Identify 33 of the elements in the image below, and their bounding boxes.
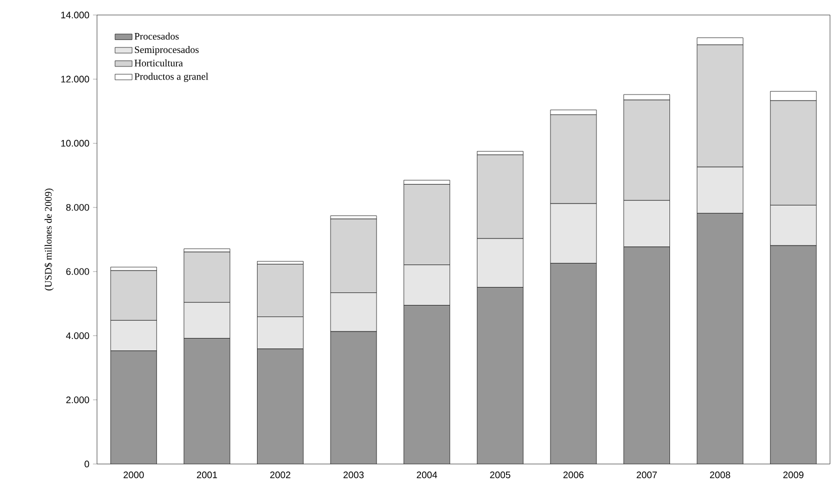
x-tick-label: 2009 bbox=[783, 472, 804, 478]
y-tick-label: 4.000 bbox=[66, 332, 90, 340]
x-tick-label: 2003 bbox=[343, 472, 364, 478]
x-tick-label: 2006 bbox=[563, 472, 584, 478]
bar bbox=[624, 246, 670, 464]
bar bbox=[476, 287, 524, 464]
legend-label: Procesados bbox=[134, 32, 179, 40]
bar bbox=[257, 348, 304, 464]
legend-label: Horticultura bbox=[134, 59, 183, 66]
y-tick-label: 0 bbox=[84, 460, 90, 468]
bar bbox=[184, 338, 230, 464]
y-tick-label: 10.000 bbox=[61, 140, 90, 147]
x-tick-label: 2001 bbox=[196, 472, 218, 478]
y-axis-title: (USD$ millones de 2009) bbox=[44, 188, 54, 290]
x-tick-label: 2005 bbox=[490, 472, 510, 478]
legend-label: Productos a granel bbox=[134, 72, 208, 82]
x-tick-label: 2004 bbox=[416, 472, 438, 478]
y-tick-label: 6.000 bbox=[66, 268, 90, 275]
x-tick-label: 2007 bbox=[636, 472, 657, 478]
y-tick-label: 14.000 bbox=[61, 12, 90, 18]
y-tick-label: 8.000 bbox=[66, 204, 90, 211]
x-tick-label: 2000 bbox=[124, 472, 144, 478]
y-tick-label: 2.000 bbox=[66, 396, 90, 404]
bar bbox=[110, 350, 157, 464]
bar bbox=[330, 331, 377, 464]
legend-label: Semiprocesados bbox=[134, 46, 199, 56]
bar bbox=[550, 263, 597, 464]
x-tick-label: 2008 bbox=[710, 472, 730, 478]
y-tick-label: 12.000 bbox=[61, 76, 90, 82]
bar bbox=[696, 213, 744, 464]
bar bbox=[404, 305, 450, 464]
bar bbox=[770, 245, 817, 464]
x-tick-label: 2002 bbox=[270, 472, 290, 478]
